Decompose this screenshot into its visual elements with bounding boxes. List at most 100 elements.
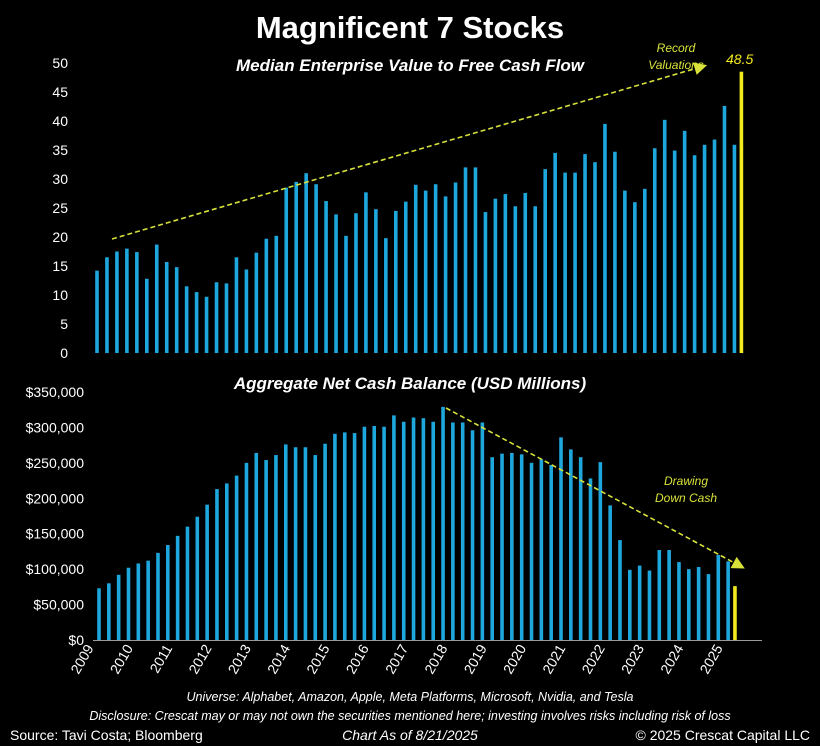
bar (95, 270, 99, 353)
bar (313, 455, 318, 640)
bar (647, 570, 652, 640)
bar (473, 167, 478, 353)
y-tick-label: 30 (52, 171, 68, 187)
bar (682, 130, 687, 353)
highlight-bar (739, 71, 744, 353)
highlight-bar (733, 586, 737, 640)
bar (324, 201, 328, 353)
bar (303, 447, 308, 640)
bar (166, 545, 170, 640)
bar (364, 192, 368, 353)
bar (234, 475, 239, 640)
bar (613, 151, 617, 353)
bar (706, 574, 711, 640)
y-tick-label: $200,000 (26, 490, 85, 506)
x-tick-label: 2021 (539, 641, 569, 676)
top-chart-title: Median Enterprise Value to Free Cash Flo… (236, 56, 584, 75)
bar (411, 417, 416, 640)
y-tick-label: $100,000 (26, 561, 85, 577)
bar (470, 430, 475, 640)
bar (293, 447, 298, 640)
x-tick-label: 2025 (696, 641, 726, 676)
bar (573, 172, 577, 353)
footer-copyright: © 2025 Crescat Capital LLC (635, 727, 810, 743)
bar (716, 554, 721, 640)
highlight-value-label: 48.5 (726, 51, 754, 67)
bar (732, 144, 737, 353)
bar (254, 252, 259, 353)
y-tick-label: $300,000 (26, 419, 85, 435)
bar (588, 478, 593, 640)
bar (490, 457, 494, 640)
x-tick-label: 2011 (146, 641, 175, 675)
y-tick-label: $50,000 (33, 597, 84, 613)
bar (125, 248, 129, 353)
x-tick-label: 2023 (618, 641, 648, 676)
bar (529, 462, 534, 640)
bar (116, 574, 121, 640)
footer-universe: Universe: Alphabet, Amazon, Apple, Meta … (186, 690, 634, 704)
bar (643, 188, 647, 353)
bar (696, 567, 701, 640)
bar (174, 267, 179, 353)
y-tick-label: 25 (52, 200, 68, 216)
y-tick-label: 45 (52, 84, 68, 100)
bar (578, 457, 583, 640)
bar (677, 562, 681, 640)
bar (618, 540, 622, 640)
x-tick-label: 2015 (303, 641, 333, 676)
annotation-line: Down Cash (654, 491, 718, 505)
x-tick-label: 2016 (342, 641, 372, 676)
bar (598, 462, 603, 640)
y-tick-label: 20 (52, 229, 68, 245)
bar (264, 460, 268, 640)
trend-arrow (111, 62, 708, 240)
y-tick-label: 50 (52, 55, 68, 71)
bar (136, 563, 141, 640)
bar (637, 565, 642, 640)
bar (443, 196, 448, 353)
bar (333, 433, 337, 640)
bar (352, 433, 357, 640)
footer-chart-date: Chart As of 8/21/2025 (342, 727, 478, 743)
bar (483, 212, 488, 353)
annotation-line: Record (656, 41, 696, 55)
bar (453, 182, 458, 353)
footer-source: Source: Tavi Costa; Bloomberg (10, 727, 203, 743)
bar (549, 464, 553, 640)
bar (463, 167, 468, 353)
bar (274, 455, 278, 640)
bar (154, 244, 159, 353)
bar (244, 462, 249, 640)
bar (726, 561, 730, 640)
bar (623, 190, 627, 353)
y-tick-label: 10 (52, 287, 68, 303)
bar (633, 202, 637, 353)
bar (657, 550, 662, 640)
bar (539, 459, 544, 640)
y-tick-label: 40 (52, 113, 68, 129)
bar (569, 449, 573, 640)
x-tick-label: 2017 (382, 641, 412, 676)
bar (533, 206, 538, 353)
y-tick-label: 15 (52, 258, 68, 274)
bar (500, 453, 504, 640)
bar (175, 535, 180, 640)
bar (115, 251, 119, 353)
y-tick-label: $250,000 (26, 455, 85, 471)
bar (608, 505, 612, 640)
bar (662, 119, 667, 353)
bar (214, 282, 219, 353)
bar (354, 213, 358, 353)
bar (323, 443, 327, 640)
bar (244, 269, 249, 353)
y-tick-label: 35 (52, 142, 68, 158)
bar (382, 426, 386, 640)
bar (215, 489, 219, 640)
bar (510, 452, 514, 640)
bar (234, 257, 239, 353)
bar (722, 105, 727, 353)
bar (519, 454, 524, 640)
bar (712, 139, 717, 353)
